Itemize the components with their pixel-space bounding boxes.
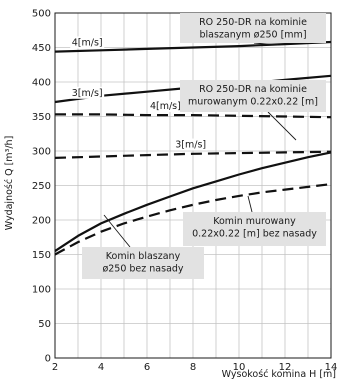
y-tick-label: 0 bbox=[45, 354, 51, 365]
speed-label-bg bbox=[70, 36, 105, 49]
y-tick-label: 200 bbox=[32, 216, 51, 227]
series-label-text: blaszanym ø250 [mm] bbox=[199, 30, 306, 41]
y-tick-label: 150 bbox=[32, 250, 51, 261]
x-tick-label: 6 bbox=[144, 362, 150, 373]
y-tick-labels: 0 50 100 150 200 250 300 350 400 450 500 bbox=[32, 9, 51, 365]
y-tick-label: 450 bbox=[32, 43, 51, 54]
speed-label-bg bbox=[148, 99, 183, 112]
series-label-box bbox=[180, 80, 326, 112]
series-line-1 bbox=[54, 40, 332, 53]
y-axis-label: Wydajność Q [m³/h] bbox=[4, 136, 15, 231]
x-tick-labels: 2 4 6 8 10 12 14 bbox=[52, 362, 338, 373]
label-leader-line bbox=[267, 111, 297, 141]
y-tick-label: 50 bbox=[38, 319, 51, 330]
label-layer: RO 250-DR na kominie blaszanym ø250 [mm] R… bbox=[82, 13, 326, 279]
label-leader-line bbox=[103, 214, 131, 248]
x-tick-label: 14 bbox=[325, 362, 338, 373]
series-line-6 bbox=[54, 183, 332, 256]
y-tick-label: 250 bbox=[32, 181, 51, 192]
label-leader-line bbox=[247, 195, 253, 213]
series-label-box bbox=[82, 247, 204, 279]
series-label-text: RO 250-DR na kominie bbox=[199, 17, 307, 28]
y-tick-label: 350 bbox=[32, 112, 51, 123]
speed-label-bg bbox=[70, 86, 105, 99]
speed-label: 3[m/s] bbox=[72, 88, 103, 99]
series-label-text: RO 250-DR na kominie bbox=[199, 84, 307, 95]
series-line-5 bbox=[54, 151, 332, 253]
y-tick-label: 300 bbox=[32, 147, 51, 158]
series-label-text: Komin murowany bbox=[213, 216, 296, 227]
x-tick-label: 10 bbox=[233, 362, 246, 373]
series-label-text: ø250 bez nasady bbox=[102, 264, 183, 275]
series-label-box bbox=[180, 13, 326, 43]
y-tick-label: 500 bbox=[32, 9, 51, 20]
speed-label-bg bbox=[173, 138, 208, 151]
x-tick-label: 2 bbox=[52, 362, 58, 373]
annotation-layer: 4[m/s] 3[m/s] 4[m/s] 3[m/s] bbox=[70, 36, 208, 151]
series-label-text: Komin blaszany bbox=[106, 251, 181, 262]
series-label-box bbox=[183, 212, 326, 246]
y-tick-label: 100 bbox=[32, 285, 51, 296]
y-tick-label: 400 bbox=[32, 78, 51, 89]
x-tick-label: 12 bbox=[279, 362, 292, 373]
x-axis-label: Wysokość komina H [m] bbox=[222, 369, 336, 380]
label-leader-line bbox=[253, 42, 279, 46]
series-label-text: murowanym 0.22x0.22 [m] bbox=[188, 97, 318, 108]
series-line-3 bbox=[55, 113, 332, 119]
series-label-text: 0.22x0.22 [m] bez nasady bbox=[192, 229, 317, 240]
speed-label: 3[m/s] bbox=[175, 140, 206, 151]
x-tick-label: 4 bbox=[98, 362, 104, 373]
speed-label: 4[m/s] bbox=[72, 37, 103, 48]
series-line-4 bbox=[54, 150, 332, 159]
grid bbox=[54, 12, 332, 359]
x-tick-label: 8 bbox=[190, 362, 196, 373]
speed-label: 4[m/s] bbox=[150, 101, 181, 112]
